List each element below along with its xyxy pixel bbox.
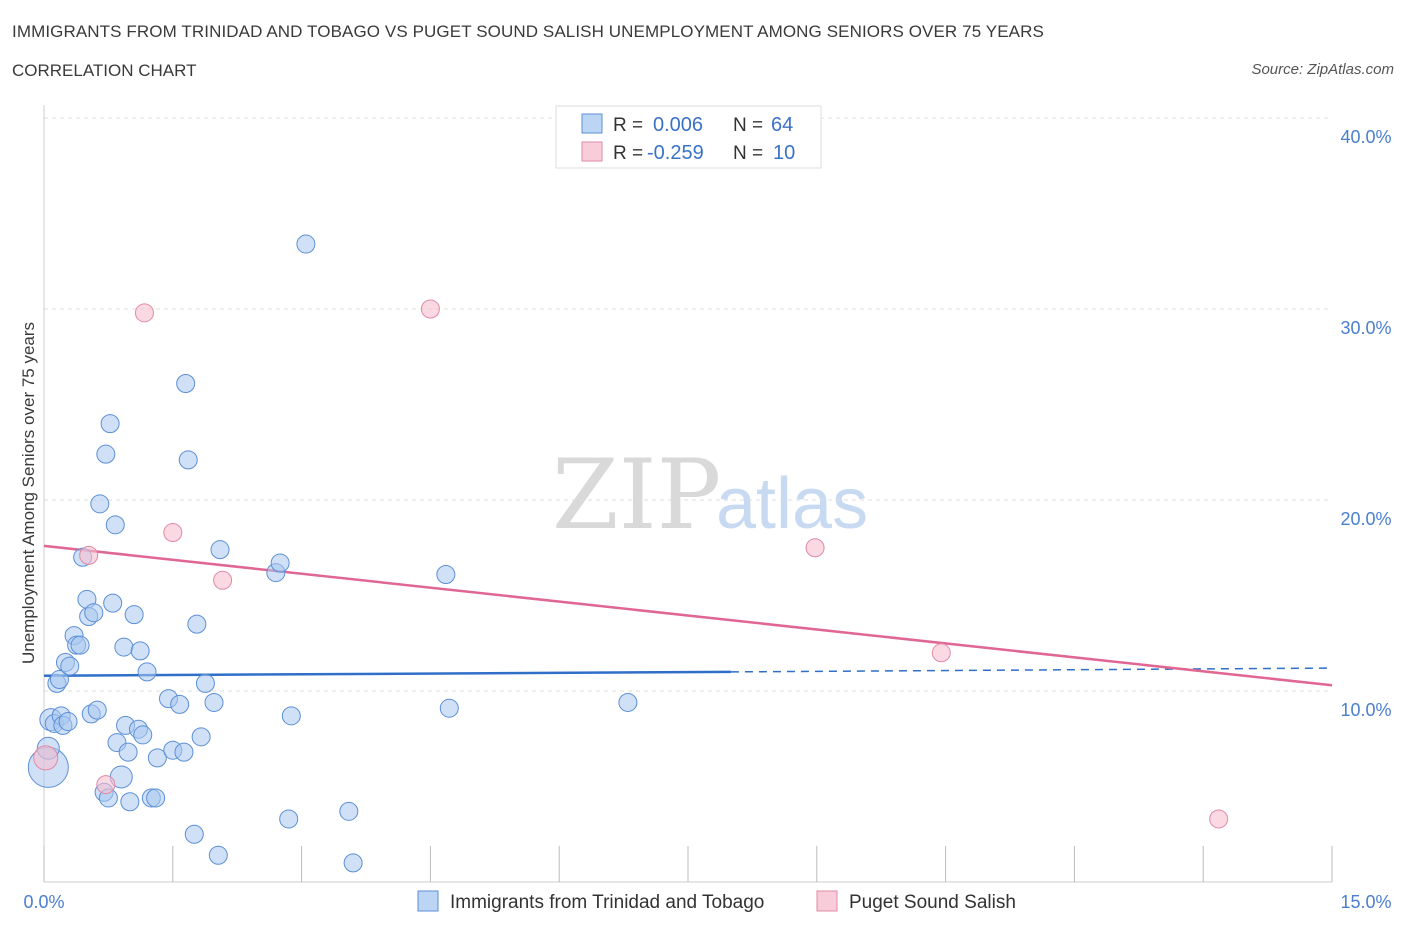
point-salish-7 <box>805 538 825 558</box>
stats-r-value-1: 0.006 <box>653 114 703 136</box>
point-trinidad-24 <box>100 414 120 434</box>
point-trinidad-32 <box>120 792 140 812</box>
point-trinidad-9 <box>58 712 78 732</box>
stats-r-value-2: -0.259 <box>647 142 704 164</box>
legend-label-trinidad: Immigrants from Trinidad and Tobago <box>450 892 764 913</box>
point-trinidad-47 <box>184 824 204 844</box>
point-salish-9 <box>1209 809 1229 829</box>
y-axis-title: Unemployment Among Seniors over 75 years <box>19 322 38 664</box>
legend-swatch-trinidad <box>417 890 439 912</box>
point-trinidad-52 <box>208 845 228 865</box>
stats-legend-swatch-pink <box>581 141 603 162</box>
y-tick-label-40: 40.0% <box>1340 127 1391 147</box>
point-trinidad-33 <box>124 605 144 625</box>
watermark-zip: ZIP <box>552 439 721 551</box>
point-salish-4 <box>163 522 183 542</box>
point-trinidad-59 <box>339 801 359 821</box>
y-tick-labels: 10.0% 20.0% 30.0% 40.0% <box>1340 127 1391 720</box>
point-trinidad-18 <box>84 603 104 623</box>
point-trinidad-13 <box>70 635 90 655</box>
trend-line-trinidad-extrapolated <box>730 667 1333 673</box>
point-trinidad-25 <box>103 593 123 613</box>
watermark-atlas: atlas <box>716 464 868 544</box>
point-trinidad-46 <box>178 450 198 470</box>
point-trinidad-51 <box>204 692 224 712</box>
stats-r-label-1: R = <box>613 115 643 136</box>
point-trinidad-45 <box>176 373 196 393</box>
point-trinidad-39 <box>146 788 166 808</box>
chart-title: IMMIGRANTS FROM TRINIDAD AND TOBAGO VS P… <box>12 22 1044 41</box>
point-salish-5 <box>213 570 233 590</box>
series-salish-points <box>33 299 1229 829</box>
stats-n-value-1: 64 <box>771 114 793 136</box>
point-salish-6 <box>420 299 440 319</box>
point-salish-3 <box>134 303 154 323</box>
y-tick-label-10: 10.0% <box>1340 700 1391 720</box>
gridlines <box>44 117 1332 692</box>
point-salish-1 <box>79 545 99 565</box>
trend-line-trinidad <box>43 670 731 677</box>
point-trinidad-10 <box>60 656 80 676</box>
point-trinidad-26 <box>105 515 125 535</box>
point-trinidad-62 <box>439 698 459 718</box>
point-trinidad-20 <box>90 494 110 514</box>
x-tick-label-min: 0.0% <box>23 892 64 912</box>
x-tick-label-max: 15.0% <box>1340 892 1391 912</box>
point-trinidad-57 <box>281 706 301 726</box>
point-trinidad-35 <box>130 641 150 661</box>
point-trinidad-56 <box>279 809 299 829</box>
point-trinidad-43 <box>170 694 190 714</box>
trend-line-salish <box>43 544 1333 687</box>
y-tick-label-30: 30.0% <box>1340 318 1391 338</box>
point-trinidad-58 <box>296 234 316 254</box>
point-trinidad-36 <box>133 725 153 745</box>
point-trinidad-40 <box>147 748 167 768</box>
point-trinidad-61 <box>436 564 456 584</box>
stats-n-value-2: 10 <box>773 142 795 164</box>
point-trinidad-49 <box>191 727 211 747</box>
point-trinidad-60 <box>343 853 363 873</box>
point-trinidad-29 <box>114 637 134 657</box>
point-salish-2 <box>96 775 116 795</box>
point-trinidad-63 <box>618 692 638 712</box>
y-tick-label-20: 20.0% <box>1340 509 1391 529</box>
stats-legend: R = 0.006 N = 64 R = -0.259 N = 10 <box>555 105 822 169</box>
series-legend: Immigrants from Trinidad and Tobago Puge… <box>417 890 1016 913</box>
point-trinidad-55 <box>270 553 290 573</box>
point-trinidad-44 <box>174 742 194 762</box>
trend-lines <box>43 544 1333 687</box>
source-label: Source: ZipAtlas.com <box>1251 61 1394 78</box>
stats-n-label-1: N = <box>733 115 763 136</box>
point-trinidad-22 <box>96 444 116 464</box>
chart-subtitle: CORRELATION CHART <box>12 61 197 80</box>
legend-label-salish: Puget Sound Salish <box>849 892 1016 913</box>
legend-swatch-salish <box>816 890 838 912</box>
point-salish-0 <box>33 745 59 771</box>
point-trinidad-50 <box>195 673 215 693</box>
stats-n-label-2: N = <box>733 143 763 164</box>
point-trinidad-5 <box>49 670 69 690</box>
point-trinidad-48 <box>187 614 207 634</box>
point-trinidad-53 <box>210 540 230 560</box>
stats-r-label-2: R = <box>613 143 643 164</box>
stats-legend-swatch-blue <box>581 113 603 134</box>
point-trinidad-19 <box>87 700 107 720</box>
point-trinidad-37 <box>137 662 157 682</box>
point-trinidad-31 <box>118 742 138 762</box>
x-ticks <box>43 846 1333 882</box>
point-salish-8 <box>931 643 951 663</box>
